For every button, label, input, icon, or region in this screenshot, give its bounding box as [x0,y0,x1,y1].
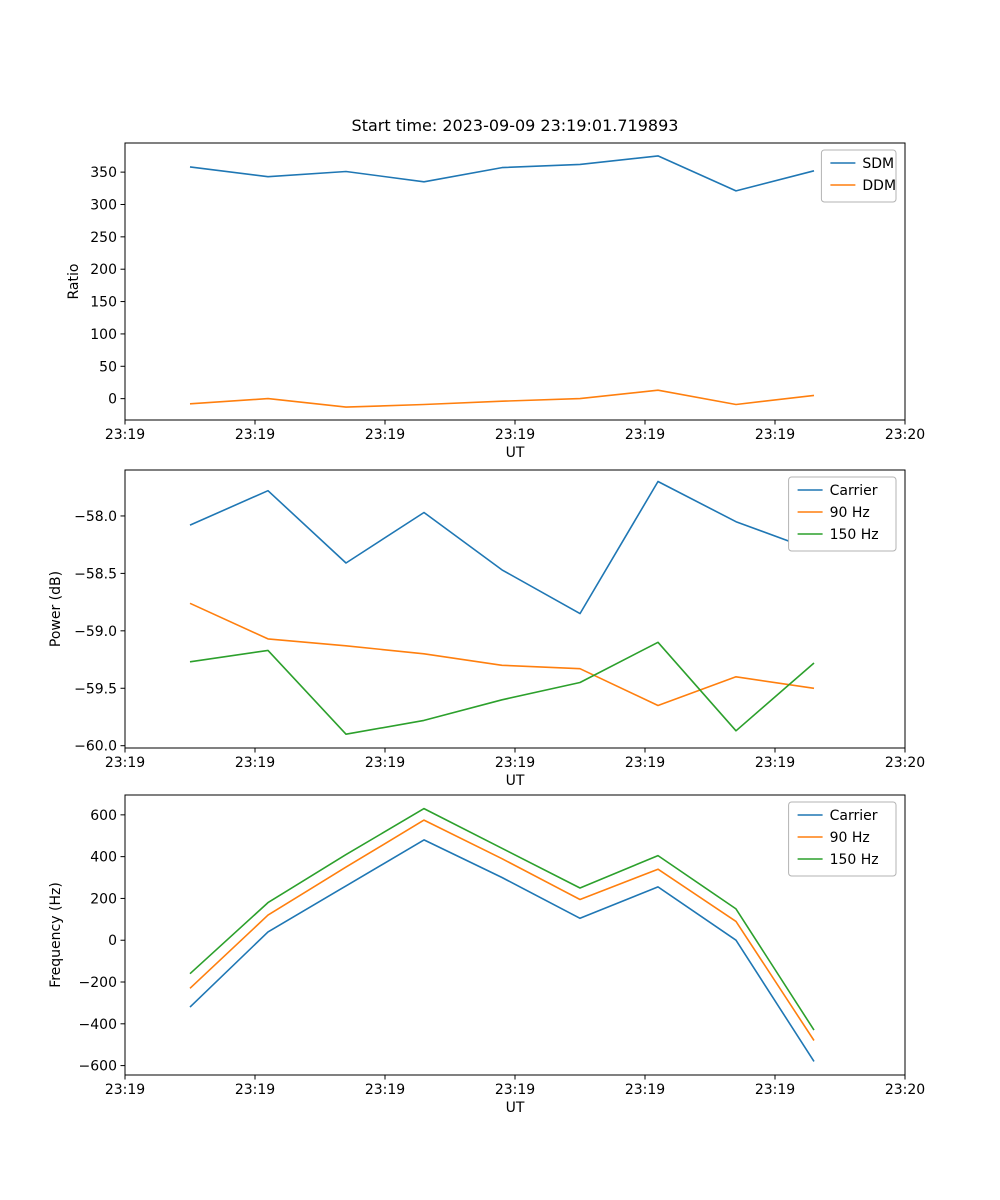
y-axis-label: Ratio [66,264,82,300]
x-tick-label: 23:19 [755,427,795,443]
legend-label: 150 Hz [830,527,879,543]
series-150 Hz [189,641,815,736]
legend-label: Carrier [830,483,878,499]
series-Carrier [189,480,815,615]
x-tick-label: 23:19 [235,427,275,443]
chart-frequency: 23:19 23:19 23:19 23:19 23:19 23:19 23:20 −600 −… [48,794,925,1115]
x-tick-label: 23:19 [755,755,795,771]
x-tick-label: 23:19 [625,1082,665,1098]
x-tick-label: 23:20 [885,427,925,443]
y-tick-label: 400 [90,850,117,866]
legend-label: Carrier [830,808,878,824]
chart-ratio: 23:19 23:19 23:19 23:19 23:19 23:19 23:20 0 50 10… [66,116,925,460]
y-tick-label: −58.5 [74,566,117,582]
x-tick-label: 23:19 [105,427,145,443]
y-tick-label: 300 [90,197,117,213]
x-tick-label: 23:19 [105,755,145,771]
series-150 Hz [189,807,815,1031]
y-tick-label: 250 [90,230,117,246]
y-tick-label: −60.0 [74,739,117,755]
x-tick-label: 23:19 [235,755,275,771]
legend-label: 90 Hz [830,505,870,521]
x-axis-label: UT [506,773,525,785]
x-tick-label: 23:20 [885,1082,925,1098]
x-tick-label: 23:19 [365,427,405,443]
chart-power: 23:19 23:19 23:19 23:19 23:19 23:19 23:20 −60.0… [48,469,925,785]
chart-title: Start time: 2023-09-09 23:19:01.719893 [352,116,679,135]
series-90 Hz [189,819,815,1041]
y-tick-label: −200 [79,975,117,991]
y-tick-label: 150 [90,295,117,311]
x-axis-label: UT [506,445,525,460]
legend-label: DDM [862,178,896,194]
legend-label: SDM [862,156,894,172]
legend-box [788,801,897,877]
x-tick-label: 23:19 [105,1082,145,1098]
y-tick-label: 350 [90,165,117,181]
series-90 Hz [189,602,815,707]
y-tick-label: 100 [90,327,117,343]
y-tick-label: 600 [90,808,117,824]
x-tick-label: 23:19 [755,1082,795,1098]
x-tick-label: 23:19 [235,1082,275,1098]
y-tick-label: −59.5 [74,681,117,697]
series-Carrier [189,839,815,1062]
y-tick-label: −400 [79,1017,117,1033]
y-tick-label: −58.0 [74,509,117,525]
x-tick-label: 23:19 [495,1082,535,1098]
y-axis-label: Power (dB) [48,571,64,647]
x-axis-label: UT [506,1100,525,1115]
legend-box [788,476,897,552]
series-SDM [189,155,815,192]
y-tick-label: −59.0 [74,624,117,640]
y-tick-label: −600 [79,1059,117,1075]
x-tick-label: 23:19 [625,755,665,771]
y-tick-label: 200 [90,262,117,278]
y-tick-label: 0 [108,392,117,408]
x-tick-label: 23:19 [365,755,405,771]
y-tick-label: 50 [99,359,117,375]
y-tick-label: 200 [90,891,117,907]
series-DDM [189,389,815,408]
legend-label: 90 Hz [830,830,870,846]
x-tick-label: 23:20 [885,755,925,771]
legend-label: 150 Hz [830,852,879,868]
plot-border [124,469,906,749]
y-tick-label: 0 [108,933,117,949]
x-tick-label: 23:19 [625,427,665,443]
x-tick-label: 23:19 [495,427,535,443]
plot-border [124,142,906,421]
x-tick-label: 23:19 [365,1082,405,1098]
plot-border [124,794,906,1076]
x-tick-label: 23:19 [495,755,535,771]
y-axis-label: Frequency (Hz) [48,882,64,988]
